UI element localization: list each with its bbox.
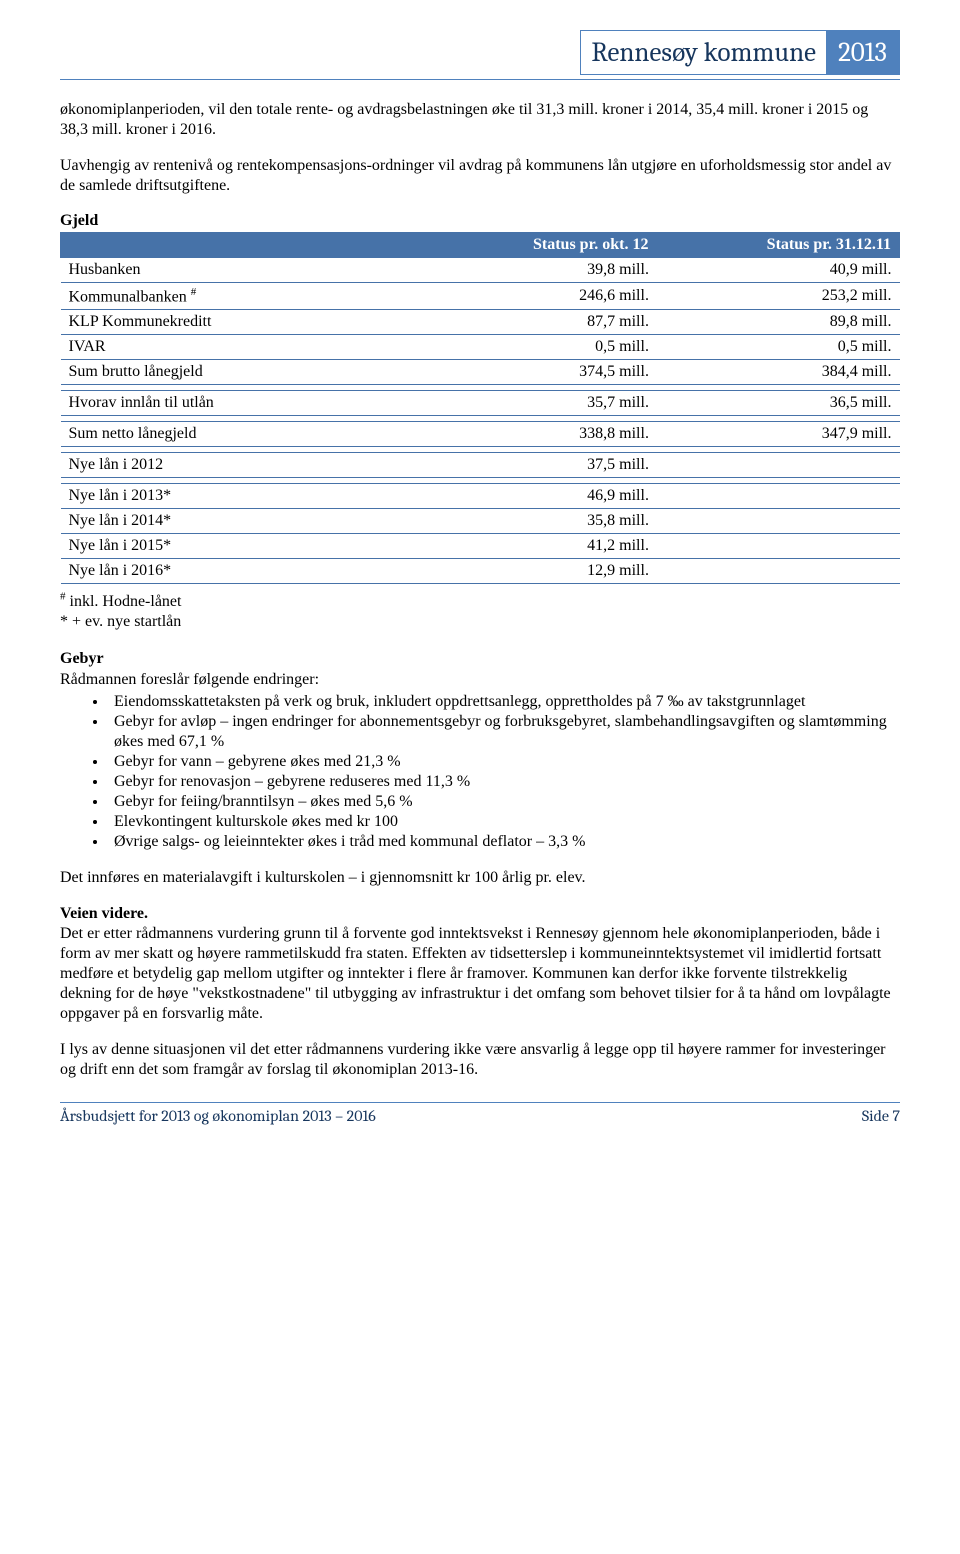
veien-paragraph-1: Veien videre. Det er etter rådmannens vu… <box>60 904 900 1024</box>
document-year: 2013 <box>826 31 899 74</box>
table-row: KLP Kommunekreditt87,7 mill.89,8 mill. <box>61 310 900 335</box>
list-item: Gebyr for vann – gebyrene økes med 21,3 … <box>108 752 900 772</box>
table-row: Nye lån i 2014*35,8 mill. <box>61 509 900 534</box>
row-value-2 <box>657 484 900 509</box>
row-label: Nye lån i 2012 <box>61 453 430 478</box>
list-item: Øvrige salgs- og leieinntekter økes i tr… <box>108 832 900 852</box>
list-item: Gebyr for avløp – ingen endringer for ab… <box>108 712 900 752</box>
row-value-1: 37,5 mill. <box>430 453 657 478</box>
table-header-blank <box>61 233 430 258</box>
row-value-1: 35,8 mill. <box>430 509 657 534</box>
header-rule <box>60 79 900 80</box>
intro-paragraph-2: Uavhengig av rentenivå og rentekompensas… <box>60 156 900 196</box>
row-value-1: 46,9 mill. <box>430 484 657 509</box>
footnote-2: * + ev. nye startlån <box>60 613 181 630</box>
table-header-col1: Status pr. okt. 12 <box>430 233 657 258</box>
row-value-2: 36,5 mill. <box>657 391 900 416</box>
row-label: Nye lån i 2015* <box>61 534 430 559</box>
row-label: Husbanken <box>61 258 430 283</box>
table-row: Kommunalbanken #246,6 mill.253,2 mill. <box>61 283 900 310</box>
row-value-2 <box>657 509 900 534</box>
table-row: Sum netto lånegjeld338,8 mill.347,9 mill… <box>61 422 900 447</box>
gjeld-table: Status pr. okt. 12 Status pr. 31.12.11 H… <box>60 232 900 584</box>
row-label: Nye lån i 2016* <box>61 559 430 584</box>
row-value-2: 40,9 mill. <box>657 258 900 283</box>
table-row: Sum brutto lånegjeld374,5 mill.384,4 mil… <box>61 360 900 385</box>
header-box: Rennesøy kommune 2013 <box>580 30 900 75</box>
table-row: Nye lån i 2016*12,9 mill. <box>61 559 900 584</box>
row-label: KLP Kommunekreditt <box>61 310 430 335</box>
row-label: Hvorav innlån til utlån <box>61 391 430 416</box>
row-value-2 <box>657 534 900 559</box>
footnote-1: # inkl. Hodne-lånet <box>60 593 181 610</box>
row-value-1: 374,5 mill. <box>430 360 657 385</box>
list-item: Gebyr for renovasjon – gebyrene redusere… <box>108 772 900 792</box>
gebyr-after: Det innføres en materialavgift i kulturs… <box>60 868 900 888</box>
row-value-1: 87,7 mill. <box>430 310 657 335</box>
row-value-2: 347,9 mill. <box>657 422 900 447</box>
table-row: Nye lån i 2013*46,9 mill. <box>61 484 900 509</box>
page: Rennesøy kommune 2013 økonomiplanperiode… <box>0 0 960 1155</box>
veien-paragraph-2: I lys av denne situasjonen vil det etter… <box>60 1040 900 1080</box>
row-value-1: 246,6 mill. <box>430 283 657 310</box>
row-label: IVAR <box>61 335 430 360</box>
gebyr-heading: Gebyr <box>60 650 900 668</box>
row-value-2: 89,8 mill. <box>657 310 900 335</box>
document-title: Rennesøy kommune <box>581 31 826 74</box>
row-value-1: 0,5 mill. <box>430 335 657 360</box>
row-value-2 <box>657 453 900 478</box>
table-header-col2: Status pr. 31.12.11 <box>657 233 900 258</box>
veien-text-1: Det er etter rådmannens vurdering grunn … <box>60 925 891 1022</box>
row-label: Nye lån i 2013* <box>61 484 430 509</box>
footer-right: Side 7 <box>862 1107 900 1125</box>
list-item: Eiendomsskattetaksten på verk og bruk, i… <box>108 692 900 712</box>
row-label: Kommunalbanken # <box>61 283 430 310</box>
table-row: Nye lån i 201237,5 mill. <box>61 453 900 478</box>
row-value-1: 41,2 mill. <box>430 534 657 559</box>
gebyr-list: Eiendomsskattetaksten på verk og bruk, i… <box>60 692 900 852</box>
list-item: Elevkontingent kulturskole økes med kr 1… <box>108 812 900 832</box>
row-value-1: 338,8 mill. <box>430 422 657 447</box>
row-label: Nye lån i 2014* <box>61 509 430 534</box>
intro-paragraph-1: økonomiplanperioden, vil den totale rent… <box>60 100 900 140</box>
row-value-2: 384,4 mill. <box>657 360 900 385</box>
row-value-2: 0,5 mill. <box>657 335 900 360</box>
row-value-2: 253,2 mill. <box>657 283 900 310</box>
gebyr-intro: Rådmannen foreslår følgende endringer: <box>60 670 900 690</box>
row-value-1: 12,9 mill. <box>430 559 657 584</box>
row-value-2 <box>657 559 900 584</box>
footer-rule <box>60 1102 900 1103</box>
row-label: Sum brutto lånegjeld <box>61 360 430 385</box>
table-row: Hvorav innlån til utlån35,7 mill.36,5 mi… <box>61 391 900 416</box>
table-row: Nye lån i 2015*41,2 mill. <box>61 534 900 559</box>
row-label: Sum netto lånegjeld <box>61 422 430 447</box>
table-row: Husbanken39,8 mill.40,9 mill. <box>61 258 900 283</box>
table-footnotes: # inkl. Hodne-lånet * + ev. nye startlån <box>60 590 900 631</box>
row-value-1: 35,7 mill. <box>430 391 657 416</box>
gjeld-heading: Gjeld <box>60 212 900 230</box>
page-footer: Årsbudsjett for 2013 og økonomiplan 2013… <box>60 1107 900 1125</box>
list-item: Gebyr for feiing/branntilsyn – økes med … <box>108 792 900 812</box>
table-row: IVAR0,5 mill.0,5 mill. <box>61 335 900 360</box>
row-value-1: 39,8 mill. <box>430 258 657 283</box>
veien-heading: Veien videre. <box>60 905 148 922</box>
footer-left: Årsbudsjett for 2013 og økonomiplan 2013… <box>60 1107 376 1125</box>
